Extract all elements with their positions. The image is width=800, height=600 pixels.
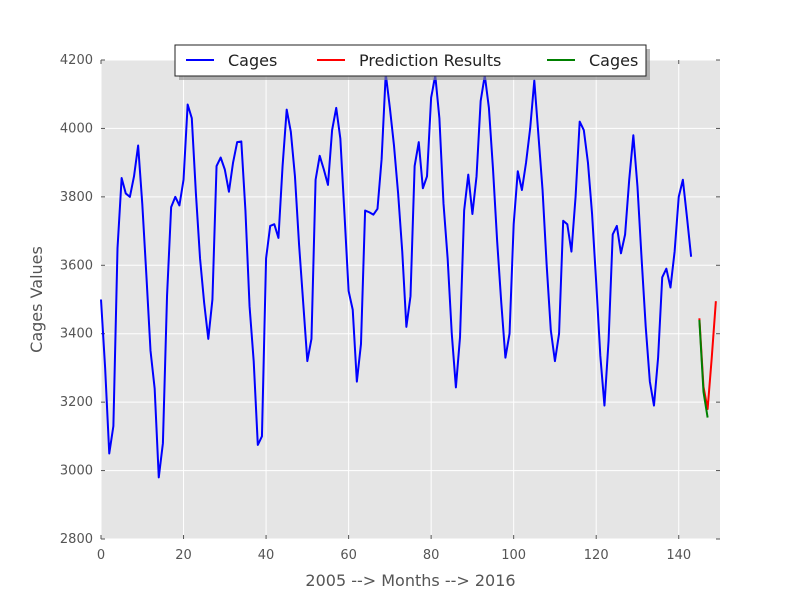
y-tick-label: 3400 bbox=[60, 327, 93, 342]
x-tick-label: 20 bbox=[175, 548, 192, 563]
series-line-cages-actual bbox=[698, 319, 709, 418]
y-tick-label: 3200 bbox=[60, 395, 93, 410]
y-tick-label: 3600 bbox=[60, 258, 93, 273]
y-tick-label: 3800 bbox=[60, 190, 93, 205]
legend: Cages Prediction Results Cages bbox=[174, 44, 650, 80]
legend-label-prediction-results: Prediction Results bbox=[359, 51, 501, 70]
tick-labels: 0 20 40 60 80 100 120 140 2800 3000 3200 3400 3600 38… bbox=[60, 53, 691, 563]
y-tick-label: 2800 bbox=[60, 532, 93, 547]
x-tick-label: 40 bbox=[258, 548, 275, 563]
y-tick-label: 4000 bbox=[60, 121, 93, 136]
legend-label-cages: Cages bbox=[228, 51, 277, 70]
legend-label-cages-actual: Cages bbox=[589, 51, 638, 70]
y-tick-label: 4200 bbox=[60, 53, 93, 68]
series-layer bbox=[100, 72, 717, 479]
x-tick-label: 60 bbox=[340, 548, 357, 563]
x-tick-label: 100 bbox=[501, 548, 526, 563]
x-tick-label: 120 bbox=[584, 548, 609, 563]
series-line-cages bbox=[100, 72, 693, 479]
x-tick-label: 0 bbox=[97, 548, 105, 563]
y-axis-label: Cages Values bbox=[27, 246, 46, 353]
x-tick-label: 140 bbox=[666, 548, 691, 563]
x-axis-label: 2005 --> Months --> 2016 bbox=[305, 571, 515, 590]
y-tick-label: 3000 bbox=[60, 464, 93, 479]
x-tick-label: 80 bbox=[423, 548, 440, 563]
